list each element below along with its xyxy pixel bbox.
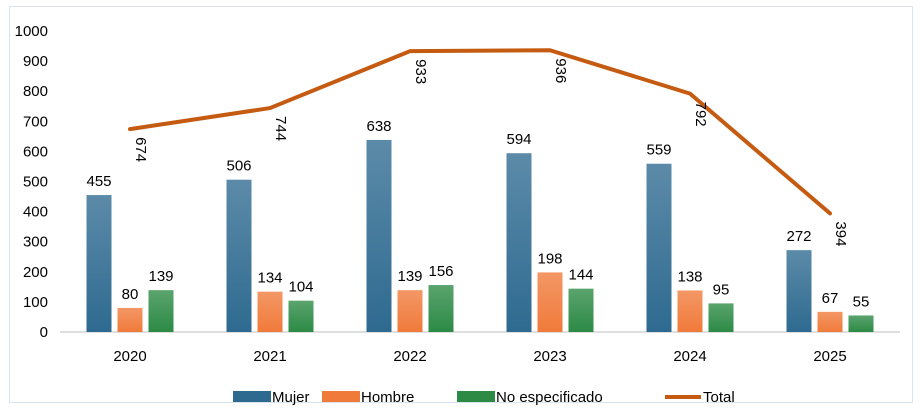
bar-series-no-especificado-2025	[848, 315, 874, 332]
y-tick-label-300: 300	[23, 234, 48, 251]
y-tick-label-0: 0	[40, 324, 48, 341]
data-label-series-no-especificado-2024: 95	[713, 281, 730, 298]
data-labels: 455 506 638 594 559 272 80 134 139 198 138 67 139 104…	[86, 58, 869, 310]
data-label-series-mujer-2023: 594	[506, 131, 531, 148]
bar-series-hombre-2023	[537, 272, 563, 332]
total-line	[128, 48, 832, 216]
bar-series-hombre-2025	[817, 311, 843, 332]
bar-series-no-especificado-2023	[568, 288, 594, 332]
data-label-series-no-especificado-2022: 156	[428, 263, 453, 280]
legend-hombre-swatch	[322, 391, 360, 402]
series-total-line	[128, 48, 832, 216]
y-tick-label-1000: 1000	[15, 23, 48, 40]
data-label-total-2020: 674	[132, 137, 149, 162]
data-label-series-mujer-2022: 638	[366, 118, 391, 135]
legend-hombre: Hombre	[322, 389, 414, 406]
x-tick-label-2020: 2020	[113, 348, 146, 365]
legend-hombre-label: Hombre	[361, 389, 414, 406]
bar-series-mujer-2023	[506, 153, 532, 332]
x-tick-label-2025: 2025	[813, 348, 846, 365]
data-label-series-hombre-2024: 138	[677, 268, 702, 285]
y-tick-label-800: 800	[23, 83, 48, 100]
data-label-series-mujer-2025: 272	[786, 228, 811, 245]
data-label-total-2022: 933	[412, 59, 429, 84]
bar-series-no-especificado-2020	[148, 290, 174, 332]
x-tick-label-2023: 2023	[533, 348, 566, 365]
data-label-series-hombre-2022: 139	[397, 268, 422, 285]
data-label-series-no-especificado-2023: 144	[568, 267, 593, 284]
bar-series-mujer-2024	[646, 163, 672, 332]
y-tick-label-700: 700	[23, 113, 48, 130]
series-mujer	[86, 139, 812, 332]
y-tick-label-900: 900	[23, 53, 48, 70]
data-label-series-no-especificado-2021: 104	[288, 279, 313, 296]
bars	[86, 139, 874, 332]
y-tick-label-400: 400	[23, 204, 48, 221]
y-tick-label-200: 200	[23, 264, 48, 281]
data-label-series-hombre-2023: 198	[537, 250, 562, 267]
bar-series-hombre-2022	[397, 290, 423, 332]
legend-no-especificado-label: No especificado	[496, 389, 603, 406]
data-label-series-no-especificado-2020: 139	[148, 268, 173, 285]
bar-series-hombre-2020	[117, 307, 143, 332]
legend-mujer: Mujer	[233, 389, 310, 406]
data-label-series-hombre-2025: 67	[822, 290, 839, 307]
data-label-series-no-especificado-2025: 55	[853, 293, 870, 310]
legend: Mujer Hombre No especificado Total	[233, 389, 735, 406]
legend-total-label: Total	[703, 389, 735, 406]
bar-series-hombre-2021	[257, 291, 283, 332]
data-label-total-2021: 744	[272, 116, 289, 141]
x-tick-label-2021: 2021	[253, 348, 286, 365]
bar-series-mujer-2022	[366, 139, 392, 332]
data-label-series-mujer-2021: 506	[226, 158, 251, 175]
legend-total: Total	[665, 389, 735, 406]
y-tick-label-500: 500	[23, 174, 48, 191]
bar-series-mujer-2020	[86, 195, 112, 332]
data-label-total-2023: 936	[552, 58, 569, 83]
bar-series-no-especificado-2024	[708, 303, 734, 332]
legend-mujer-label: Mujer	[272, 389, 310, 406]
bar-series-mujer-2025	[786, 250, 812, 332]
bar-series-hombre-2024	[677, 290, 703, 332]
data-label-series-mujer-2020: 455	[86, 173, 111, 190]
x-tick-label-2024: 2024	[673, 348, 706, 365]
bar-series-mujer-2021	[226, 179, 252, 332]
y-tick-label-100: 100	[23, 294, 48, 311]
bar-series-no-especificado-2021	[288, 300, 314, 332]
x-axis: 2020 2021 2022 2023 2024 2025	[60, 331, 900, 365]
chart-frame	[9, 6, 913, 403]
data-label-series-hombre-2020: 80	[122, 286, 139, 303]
series-no-especificado	[148, 285, 874, 332]
series-hombre	[117, 272, 843, 332]
bar-series-no-especificado-2022	[428, 285, 454, 332]
y-tick-label-600: 600	[23, 143, 48, 160]
x-tick-label-2022: 2022	[393, 348, 426, 365]
legend-no-especificado-swatch	[457, 391, 495, 402]
legend-no-especificado: No especificado	[457, 389, 603, 406]
legend-mujer-swatch	[233, 391, 271, 402]
data-label-series-mujer-2024: 559	[646, 142, 671, 159]
data-label-total-2025: 394	[832, 221, 849, 246]
data-label-series-hombre-2021: 134	[257, 270, 282, 287]
data-label-total-2024: 792	[692, 102, 709, 127]
y-axis: 0 100 200 300 400 500 600 700 800 900 1000	[15, 23, 48, 341]
